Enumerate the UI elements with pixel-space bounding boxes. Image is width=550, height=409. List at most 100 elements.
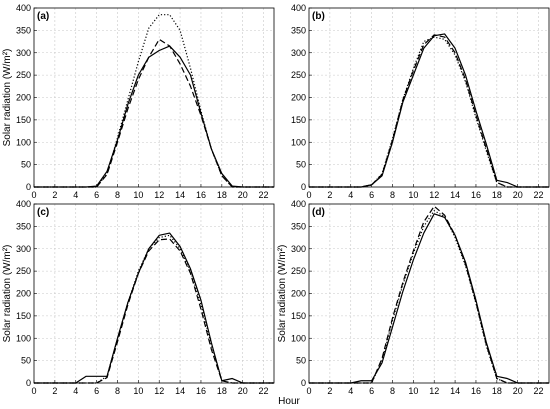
- panel-label: (d): [312, 207, 325, 218]
- panel-label: (a): [37, 11, 49, 22]
- y-tick-label: 150: [16, 311, 31, 321]
- plot-frame: [33, 203, 275, 384]
- series-line-dashed: [309, 34, 549, 188]
- x-tick-label: 22: [534, 190, 544, 200]
- x-tick-label: 8: [115, 190, 120, 200]
- x-tick-label: 0: [306, 190, 311, 200]
- y-tick-label: 100: [16, 137, 31, 147]
- x-tick-label: 2: [52, 190, 57, 200]
- x-tick-label: 22: [259, 386, 269, 396]
- y-axis-label: Solar radiation (W/m²): [2, 49, 13, 147]
- x-tick-label: 0: [31, 190, 36, 200]
- y-tick-label: 250: [291, 70, 306, 80]
- x-tick-label: 14: [450, 386, 460, 396]
- y-axis-label: Solar radiation (W/m²): [2, 245, 13, 343]
- y-tick-label: 50: [296, 160, 306, 170]
- x-tick-label: 2: [327, 386, 332, 396]
- panel-c: 0 2 4 6 8 10 12 14 16 18 20 22 0 50 100 150 200 250 300 350…: [2, 199, 275, 396]
- x-tick-label: 20: [513, 190, 523, 200]
- series-line-solid: [309, 33, 549, 188]
- y-tick-label: 200: [291, 289, 306, 299]
- y-tick-label: 200: [16, 93, 31, 103]
- y-tick-label: 250: [16, 70, 31, 80]
- series-line-solid: [309, 213, 549, 384]
- y-tick-label: 350: [291, 25, 306, 35]
- y-tick-label: 400: [291, 3, 306, 13]
- y-tick-label: 100: [291, 137, 306, 147]
- x-tick-label: 8: [390, 190, 395, 200]
- x-tick-label: 4: [348, 190, 353, 200]
- x-tick-label: 4: [73, 386, 78, 396]
- y-tick-label: 350: [16, 221, 31, 231]
- x-tick-label: 6: [369, 386, 374, 396]
- panel-d: 0 2 4 6 8 10 12 14 16 18 20 22 0 50 100 150 200 250 300 350…: [277, 199, 550, 396]
- panel-b: 0 2 4 6 8 10 12 14 16 18 20 22 0 50 100 150 200 250 300 350…: [291, 3, 550, 200]
- series-line-solid: [34, 45, 274, 188]
- x-tick-label: 8: [390, 386, 395, 396]
- y-tick-label: 400: [291, 199, 306, 209]
- figure-x-axis-label: Hour: [278, 396, 300, 407]
- x-tick-label: 14: [175, 190, 185, 200]
- y-tick-label: 300: [16, 244, 31, 254]
- x-tick-label: 22: [259, 190, 269, 200]
- y-tick-label: 300: [291, 48, 306, 58]
- panel-label: (c): [37, 207, 49, 218]
- x-tick-label: 20: [238, 190, 248, 200]
- x-tick-label: 4: [73, 190, 78, 200]
- x-tick-label: 12: [154, 386, 164, 396]
- x-tick-label: 10: [133, 190, 143, 200]
- y-tick-label: 300: [16, 48, 31, 58]
- y-tick-label: 100: [16, 333, 31, 343]
- y-tick-label: 250: [16, 266, 31, 276]
- x-tick-label: 10: [408, 190, 418, 200]
- y-tick-label: 0: [26, 182, 31, 192]
- y-tick-label: 400: [16, 199, 31, 209]
- panel-label: (b): [312, 11, 325, 22]
- y-tick-label: 0: [301, 378, 306, 388]
- x-tick-label: 18: [217, 386, 227, 396]
- y-tick-label: 350: [16, 25, 31, 35]
- y-tick-label: 200: [291, 93, 306, 103]
- y-tick-label: 50: [296, 356, 306, 366]
- x-tick-label: 12: [429, 190, 439, 200]
- x-tick-label: 16: [196, 190, 206, 200]
- panel-a: 0 2 4 6 8 10 12 14 16 18 20 22 0 50 100 150 200 250 300 350…: [2, 3, 275, 200]
- y-tick-label: 150: [291, 115, 306, 125]
- x-tick-label: 16: [471, 386, 481, 396]
- x-tick-label: 0: [306, 386, 311, 396]
- x-tick-label: 18: [217, 190, 227, 200]
- x-tick-label: 10: [408, 386, 418, 396]
- y-tick-label: 0: [301, 182, 306, 192]
- x-tick-label: 18: [492, 386, 502, 396]
- x-tick-label: 20: [238, 386, 248, 396]
- x-tick-label: 6: [94, 386, 99, 396]
- series-line-dotted: [34, 14, 274, 188]
- y-tick-label: 50: [21, 356, 31, 366]
- x-tick-label: 14: [175, 386, 185, 396]
- x-tick-label: 6: [369, 190, 374, 200]
- x-tick-label: 12: [154, 190, 164, 200]
- plot-frame: [308, 203, 550, 384]
- plot-frame: [33, 7, 275, 188]
- y-tick-label: 250: [291, 266, 306, 276]
- series-line-dashed: [309, 205, 549, 384]
- x-tick-label: 8: [115, 386, 120, 396]
- y-tick-label: 200: [16, 289, 31, 299]
- y-tick-label: 300: [291, 244, 306, 254]
- x-tick-label: 2: [52, 386, 57, 396]
- y-tick-label: 0: [26, 378, 31, 388]
- y-tick-label: 350: [291, 221, 306, 231]
- x-tick-label: 14: [450, 190, 460, 200]
- x-tick-label: 16: [471, 190, 481, 200]
- y-tick-label: 150: [16, 115, 31, 125]
- y-tick-label: 100: [291, 333, 306, 343]
- series-line-dotted: [309, 210, 549, 384]
- x-tick-label: 16: [196, 386, 206, 396]
- y-tick-label: 50: [21, 160, 31, 170]
- x-tick-label: 4: [348, 386, 353, 396]
- x-tick-label: 6: [94, 190, 99, 200]
- x-tick-label: 10: [133, 386, 143, 396]
- x-tick-label: 20: [513, 386, 523, 396]
- x-tick-label: 22: [534, 386, 544, 396]
